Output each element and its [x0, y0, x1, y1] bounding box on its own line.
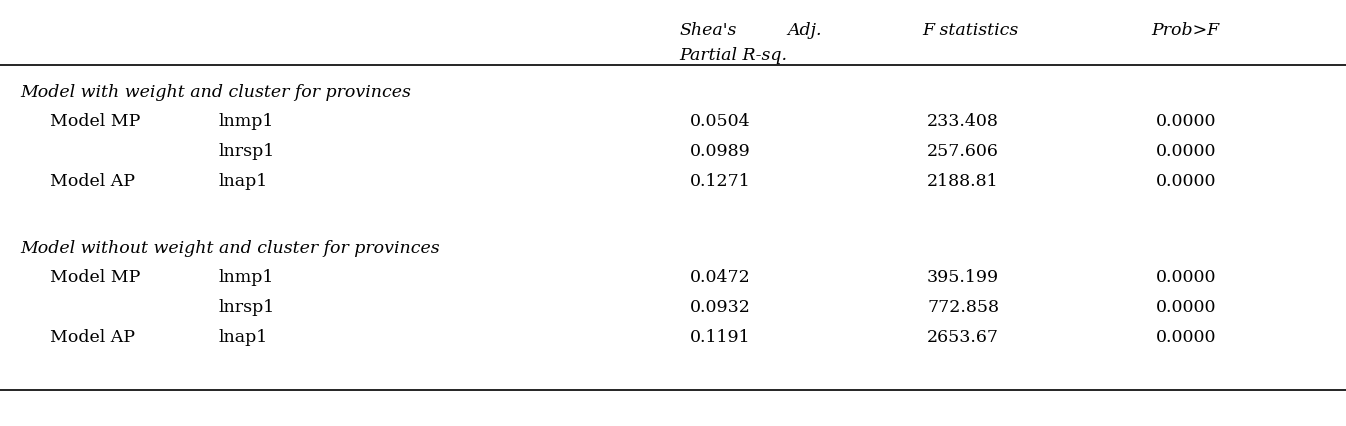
Text: Adj.: Adj.: [787, 22, 822, 39]
Text: 0.0000: 0.0000: [1156, 143, 1217, 160]
Text: 233.408: 233.408: [927, 113, 999, 130]
Text: 0.0989: 0.0989: [689, 143, 751, 160]
Text: lnap1: lnap1: [218, 329, 268, 346]
Text: Model AP: Model AP: [50, 173, 135, 190]
Text: 0.0000: 0.0000: [1156, 329, 1217, 346]
Text: lnmp1: lnmp1: [218, 269, 275, 286]
Text: 772.858: 772.858: [927, 299, 999, 316]
Text: Model MP: Model MP: [50, 269, 140, 286]
Text: lnap1: lnap1: [218, 173, 268, 190]
Text: Partial R-sq.: Partial R-sq.: [680, 47, 787, 64]
Text: Model with weight and cluster for provinces: Model with weight and cluster for provin…: [20, 84, 411, 101]
Text: 0.1191: 0.1191: [689, 329, 750, 346]
Text: Shea's: Shea's: [680, 22, 738, 39]
Text: 0.1271: 0.1271: [689, 173, 751, 190]
Text: 0.0000: 0.0000: [1156, 269, 1217, 286]
Text: 0.0504: 0.0504: [689, 113, 750, 130]
Text: 395.199: 395.199: [927, 269, 999, 286]
Text: Model MP: Model MP: [50, 113, 140, 130]
Text: 257.606: 257.606: [927, 143, 999, 160]
Text: lnrsp1: lnrsp1: [218, 299, 275, 316]
Text: 0.0000: 0.0000: [1156, 299, 1217, 316]
Text: 2653.67: 2653.67: [927, 329, 999, 346]
Text: Model without weight and cluster for provinces: Model without weight and cluster for pro…: [20, 240, 440, 257]
Text: Prob>F: Prob>F: [1151, 22, 1219, 39]
Text: 2188.81: 2188.81: [927, 173, 999, 190]
Text: 0.0000: 0.0000: [1156, 113, 1217, 130]
Text: 0.0932: 0.0932: [689, 299, 751, 316]
Text: 0.0472: 0.0472: [689, 269, 751, 286]
Text: lnrsp1: lnrsp1: [218, 143, 275, 160]
Text: F statistics: F statistics: [922, 22, 1019, 39]
Text: lnmp1: lnmp1: [218, 113, 275, 130]
Text: Model AP: Model AP: [50, 329, 135, 346]
Text: 0.0000: 0.0000: [1156, 173, 1217, 190]
